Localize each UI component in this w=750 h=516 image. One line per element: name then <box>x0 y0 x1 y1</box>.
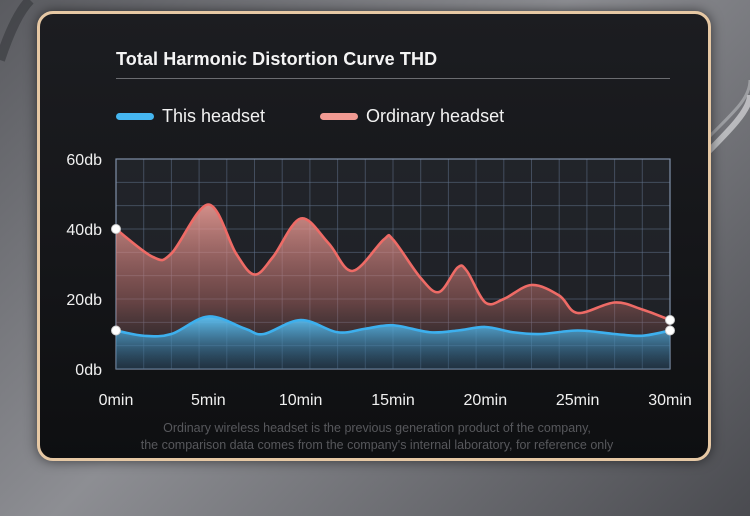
chart-plot-area: 0db 20db 40db 60db 0min 5min 10min 15min 20min 25… <box>66 152 692 409</box>
series-line-this-headset <box>115 315 671 338</box>
series-endpoint-this-headset <box>111 325 121 336</box>
series-area-ordinary-headset <box>116 204 670 369</box>
x-tick-label: 5min <box>191 392 226 409</box>
series-endpoint-ordinary-headset <box>111 224 121 234</box>
series-line-ordinary-headset <box>115 203 671 322</box>
x-tick-label: 10min <box>279 392 323 409</box>
series-area-this-headset <box>116 316 670 369</box>
legend-label-ordinary-headset: Ordinary headset <box>366 105 505 126</box>
legend-swatch-ordinary-headset <box>320 112 358 120</box>
x-tick-label: 25min <box>556 392 600 409</box>
x-tick-label: 15min <box>371 392 415 409</box>
x-tick-label: 30min <box>648 392 692 409</box>
y-tick-label: 0db <box>75 362 102 379</box>
legend-item-ordinary-headset: Ordinary headset <box>320 104 504 128</box>
footnote-line-1: Ordinary wireless headset is the previou… <box>163 421 591 435</box>
x-tick-label: 20min <box>464 392 508 409</box>
chart-panel: Total Harmonic Distortion Curve THD This… <box>37 11 711 461</box>
chart-title: Total Harmonic Distortion Curve THD <box>116 49 438 69</box>
legend-item-this-headset: This headset <box>116 104 265 128</box>
y-tick-label: 60db <box>66 152 102 169</box>
y-tick-label: 40db <box>66 222 102 239</box>
footnote-line-2: the comparison data comes from the compa… <box>140 438 614 452</box>
title-divider <box>116 78 670 79</box>
x-tick-label: 0min <box>99 392 134 409</box>
series-endpoint-ordinary-headset <box>665 315 675 325</box>
legend-label-this-headset: This headset <box>162 105 266 126</box>
series-endpoint-this-headset <box>665 325 675 336</box>
legend-swatch-this-headset <box>116 112 154 120</box>
y-tick-label: 20db <box>66 292 102 309</box>
